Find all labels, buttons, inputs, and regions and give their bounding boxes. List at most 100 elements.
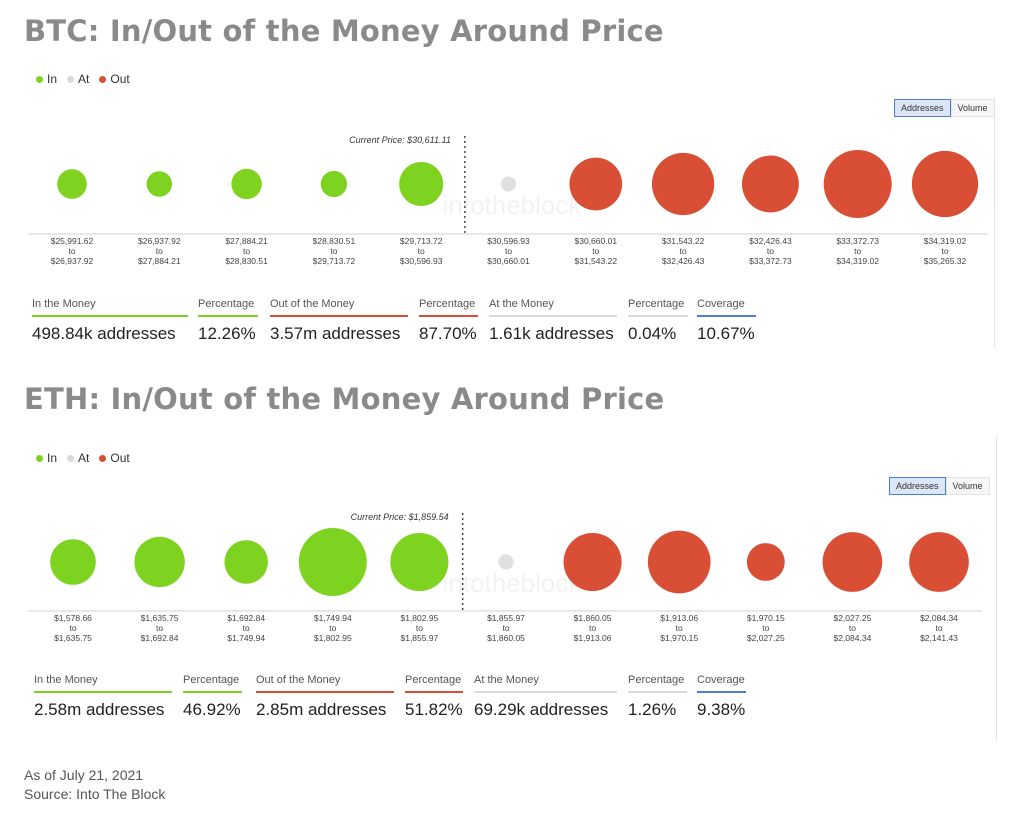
range-to-label: $1,635.75 [54,633,92,643]
bubble-in [57,169,87,199]
range-to-word: to [416,623,423,633]
stat-value: 9.38% [697,700,746,719]
legend-at[interactable]: At [67,451,89,465]
eth-chart-svg: intotheblock Current Price: $1,859.54 $1,5… [28,512,982,643]
btc-divider [994,98,995,348]
stat-out: Percentage 51.82% [405,674,463,720]
range-to-label: $2,027.25 [747,633,785,643]
volume-button[interactable]: Volume [950,99,995,117]
stat-value: 1.61k addresses [489,324,614,343]
range-to-word: to [935,623,942,633]
range-to-word: to [156,246,163,256]
stat-underline [697,691,746,693]
eth-title: ETH: In/Out of the Money Around Price [24,382,665,416]
current-price-label: Current Price: $30,611.11 [349,135,451,145]
range-to-word: to [502,623,509,633]
stat-coverage: Coverage 9.38% [697,674,746,720]
range-from-label: $1,860.05 [574,613,612,623]
range-from-label: $29,713.72 [400,236,443,246]
range-to-label: $1,855.97 [400,633,438,643]
at-dot-icon [67,75,75,83]
out-dot-icon [99,75,107,83]
volume-button[interactable]: Volume [945,477,990,495]
range-from-label: $26,937.92 [138,236,181,246]
range-to-word: to [680,246,687,256]
range-to-label: $35,265.32 [924,256,967,266]
bubble-out [569,157,623,211]
legend-out[interactable]: Out [99,451,130,465]
btc-metric-toggle: Addresses Volume [894,99,995,117]
range-to-label: $30,596.93 [400,256,443,266]
eth-bubble-chart: intotheblock Current Price: $1,859.54 $1,5… [0,505,1024,655]
range-from-label: $34,319.02 [924,236,967,246]
stat-label: In the Money [34,674,98,686]
bubble-in [231,168,262,200]
bubble-in [50,539,96,585]
eth-divider [996,436,997,741]
range-from-label: $30,596.93 [487,236,530,246]
eth-metric-toggle: Addresses Volume [889,477,990,495]
stat-value: 2.85m addresses [256,700,387,719]
stat-underline [198,315,258,317]
watermark-text: intotheblock [443,190,583,220]
stat-out: Percentage 87.70% [419,298,478,344]
range-from-label: $28,830.51 [313,236,356,246]
stat-underline [270,315,408,317]
range-to-label: $2,141.43 [920,633,958,643]
bubble-out [911,150,979,218]
legend-at[interactable]: At [67,72,89,86]
bubble-out [647,530,711,594]
bubble-out [563,532,622,592]
stat-in: Percentage 12.26% [198,298,258,344]
addresses-button[interactable]: Addresses [894,99,951,117]
stat-value: 10.67% [697,324,755,343]
range-to-label: $1,860.05 [487,633,525,643]
btc-title: BTC: In/Out of the Money Around Price [24,14,664,48]
stat-out: Out of the Money 3.57m addresses [270,298,408,344]
source-credit: Source: Into The Block [24,786,166,802]
range-to-label: $34,319.02 [836,256,879,266]
range-from-label: $33,372.73 [836,236,879,246]
legend-out[interactable]: Out [99,72,130,86]
legend-in[interactable]: In [36,72,57,86]
stat-value: 46.92% [183,700,241,719]
range-from-label: $1,692.84 [227,613,265,623]
bubble-in [320,170,348,198]
stat-coverage: Coverage 10.67% [697,298,756,344]
footer: As of July 21, 2021 Source: Into The Blo… [24,766,165,804]
range-from-label: $25,991.62 [51,236,94,246]
stat-underline [183,691,242,693]
bubble-in [399,161,444,207]
range-to-word: to [330,246,337,256]
stat-value: 2.58m addresses [34,700,165,719]
range-to-word: to [592,246,599,256]
stat-label: At the Money [489,298,554,310]
bubble-in [390,532,449,592]
range-to-label: $31,543.22 [575,256,618,266]
bubble-out [909,532,969,592]
bubble-out [822,532,883,592]
bubble-out [651,152,715,216]
range-to-label: $29,713.72 [313,256,356,266]
range-from-label: $1,855.97 [487,613,525,623]
range-to-label: $2,084.34 [833,633,871,643]
btc-chart-svg: intotheblock Current Price: $30,611.11 $25… [28,135,988,266]
stat-underline [474,691,617,693]
bubble-in [298,528,367,596]
range-to-word: to [767,246,774,256]
stat-underline [256,691,394,693]
stat-underline [34,691,172,693]
range-to-word: to [69,623,76,633]
stat-at: At the Money 69.29k addresses [474,674,617,720]
btc-bubble-chart: intotheblock Current Price: $30,611.11 $25… [0,128,1024,278]
range-from-label: $31,543.22 [662,236,705,246]
stat-label: In the Money [32,298,96,310]
out-dot-icon [99,454,107,462]
range-to-word: to [762,623,769,633]
range-to-label: $1,802.95 [314,633,352,643]
range-to-label: $1,970.15 [660,633,698,643]
legend-in[interactable]: In [36,451,57,465]
stat-at: Percentage 0.04% [628,298,688,344]
range-to-word: to [849,623,856,633]
addresses-button[interactable]: Addresses [889,477,946,495]
